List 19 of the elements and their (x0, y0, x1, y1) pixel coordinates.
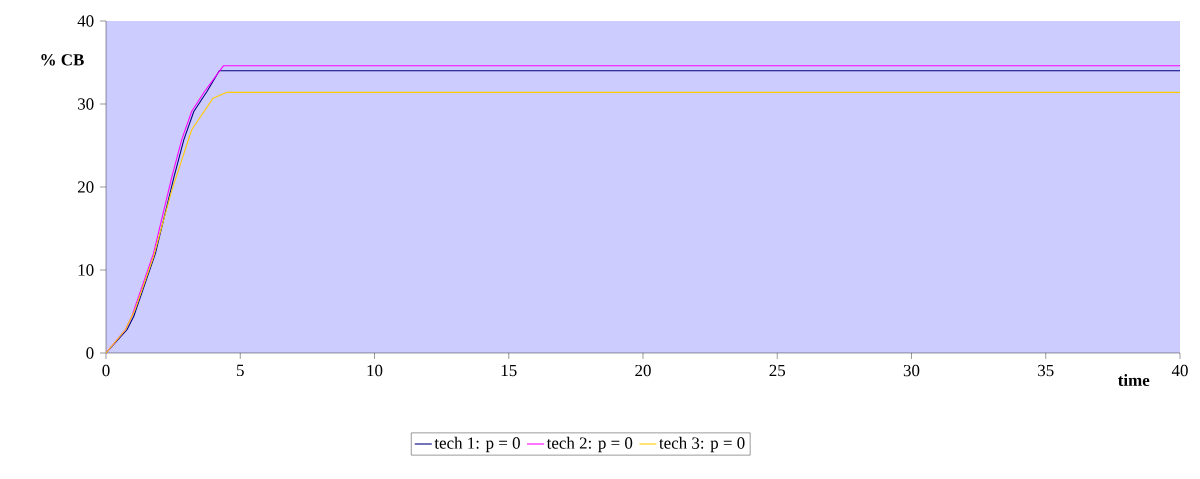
y-tick-label: 20 (77, 181, 94, 193)
x-tick-label: 30 (903, 364, 920, 377)
x-tick-label: 15 (501, 364, 517, 377)
x-tick-label: 0 (102, 364, 110, 377)
x-tick-label: 10 (367, 364, 383, 377)
legend-label: tech 2: p = 0 (546, 436, 633, 453)
legend-label: tech 3: p = 0 (659, 436, 745, 453)
y-tick-label: 10 (78, 264, 94, 276)
x-tick-label: 5 (237, 364, 244, 377)
x-tick-label: 40 (1171, 364, 1188, 377)
y-axis-title: % CB (41, 54, 84, 66)
x-axis-title: time (1118, 374, 1150, 387)
y-tick-label: 40 (77, 15, 94, 27)
x-tick-label: 20 (635, 364, 651, 377)
y-tick-label: 0 (86, 347, 94, 359)
x-tick-label: 25 (769, 364, 786, 377)
y-tick-label: 30 (78, 98, 94, 110)
legend-label: tech 1: p = 0 (434, 436, 520, 453)
x-tick-label: 35 (1038, 364, 1054, 377)
